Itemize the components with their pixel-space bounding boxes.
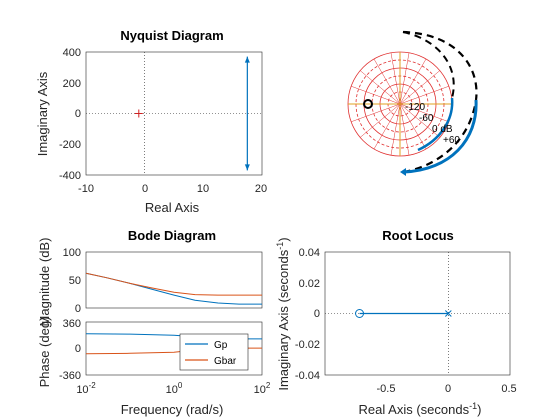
nyquist-ytick: 400 — [63, 47, 81, 59]
polar-solid-curve-inner — [417, 97, 454, 152]
polar-arrow — [400, 168, 406, 176]
legend-label-gp: Gp — [214, 340, 228, 351]
bode-legend: Gp Gbar — [179, 333, 249, 371]
bode-panel: Bode Diagram 100 50 0 360 0 -360 10-2 10… — [37, 228, 271, 417]
bode-xtick: 102 — [254, 381, 271, 396]
bode-xtick: 10-2 — [76, 381, 96, 396]
bode-mag-ytick: 100 — [63, 247, 81, 259]
polar-grid-label: +60 — [443, 135, 460, 146]
nyquist-ytick: -400 — [59, 170, 81, 182]
nyquist-arrow-down — [244, 164, 250, 171]
nyquist-xlabel: Real Axis — [145, 200, 200, 215]
rl-xtick: -0.5 — [377, 383, 396, 395]
nyquist-xtick: -10 — [78, 183, 94, 195]
nyquist-ytick: 0 — [75, 108, 81, 120]
nyquist-ytick: 200 — [63, 78, 81, 90]
bode-mag-ytick: 50 — [69, 275, 81, 287]
polar-grid-label: -120 — [405, 102, 425, 113]
bode-phase-ytick: 360 — [63, 318, 81, 330]
root-locus-marks — [325, 252, 510, 375]
root-locus-title: Root Locus — [382, 228, 454, 243]
rl-xtick: 0.5 — [501, 383, 516, 395]
rl-ytick: -0.02 — [295, 339, 320, 351]
legend-box — [179, 333, 249, 371]
bode-phase-ytick: -360 — [59, 370, 81, 382]
rl-ytick: 0.02 — [299, 278, 320, 290]
nyquist-panel: Nyquist Diagram 400 200 0 -200 -400 -10 … — [35, 28, 267, 215]
polar-grid-panel: -120 -60 0 dB +60 — [347, 30, 478, 176]
bode-title: Bode Diagram — [128, 228, 216, 243]
bode-magnitude-line — [85, 272, 262, 296]
rl-xlabel: Real Axis (seconds-1) — [359, 401, 482, 417]
nyquist-ylabel: Imaginary Axis — [35, 71, 50, 156]
bode-phase-ylabel: Phase (deg) — [37, 317, 52, 388]
rl-ytick: -0.04 — [295, 370, 320, 382]
nyquist-marks — [86, 52, 262, 175]
polar-grid-marks — [347, 30, 478, 176]
polar-grid-label: 0 dB — [432, 124, 453, 135]
nyquist-ytick: -200 — [59, 139, 81, 151]
polar-solid-curve — [403, 99, 478, 174]
rl-xtick: 0 — [445, 383, 451, 395]
root-locus-panel: Root Locus 0.04 0.02 0 -0.02 -0.04 -0.5 … — [275, 228, 517, 417]
bode-mag-ylabel: Magnitude (dB) — [37, 238, 52, 327]
polar-dashed-curve — [402, 30, 478, 174]
bode-mag-ytick: 0 — [75, 303, 81, 315]
nyquist-arrow-up — [244, 56, 250, 63]
bode-xlabel: Frequency (rad/s) — [121, 402, 224, 417]
nyquist-xtick: 10 — [197, 183, 209, 195]
polar-critical-marker — [363, 99, 373, 109]
rl-pole-marker — [444, 310, 452, 317]
rl-zero-marker — [355, 309, 365, 318]
bode-phase-ytick: 0 — [75, 343, 81, 355]
bode-xtick: 100 — [166, 381, 183, 396]
nyquist-title: Nyquist Diagram — [120, 28, 223, 43]
polar-grid-label: -60 — [419, 113, 434, 124]
rl-ytick: 0 — [314, 308, 320, 320]
nyquist-xtick: 20 — [255, 183, 267, 195]
legend-label-gbar: Gbar — [214, 356, 237, 367]
rl-ylabel: Imaginary Axis (seconds-1) — [275, 237, 291, 390]
nyquist-xtick: 0 — [142, 183, 148, 195]
bode-magnitude-frame — [85, 251, 263, 309]
polar-dashed-curve-inner — [402, 31, 455, 99]
rl-ytick: 0.04 — [299, 247, 320, 259]
